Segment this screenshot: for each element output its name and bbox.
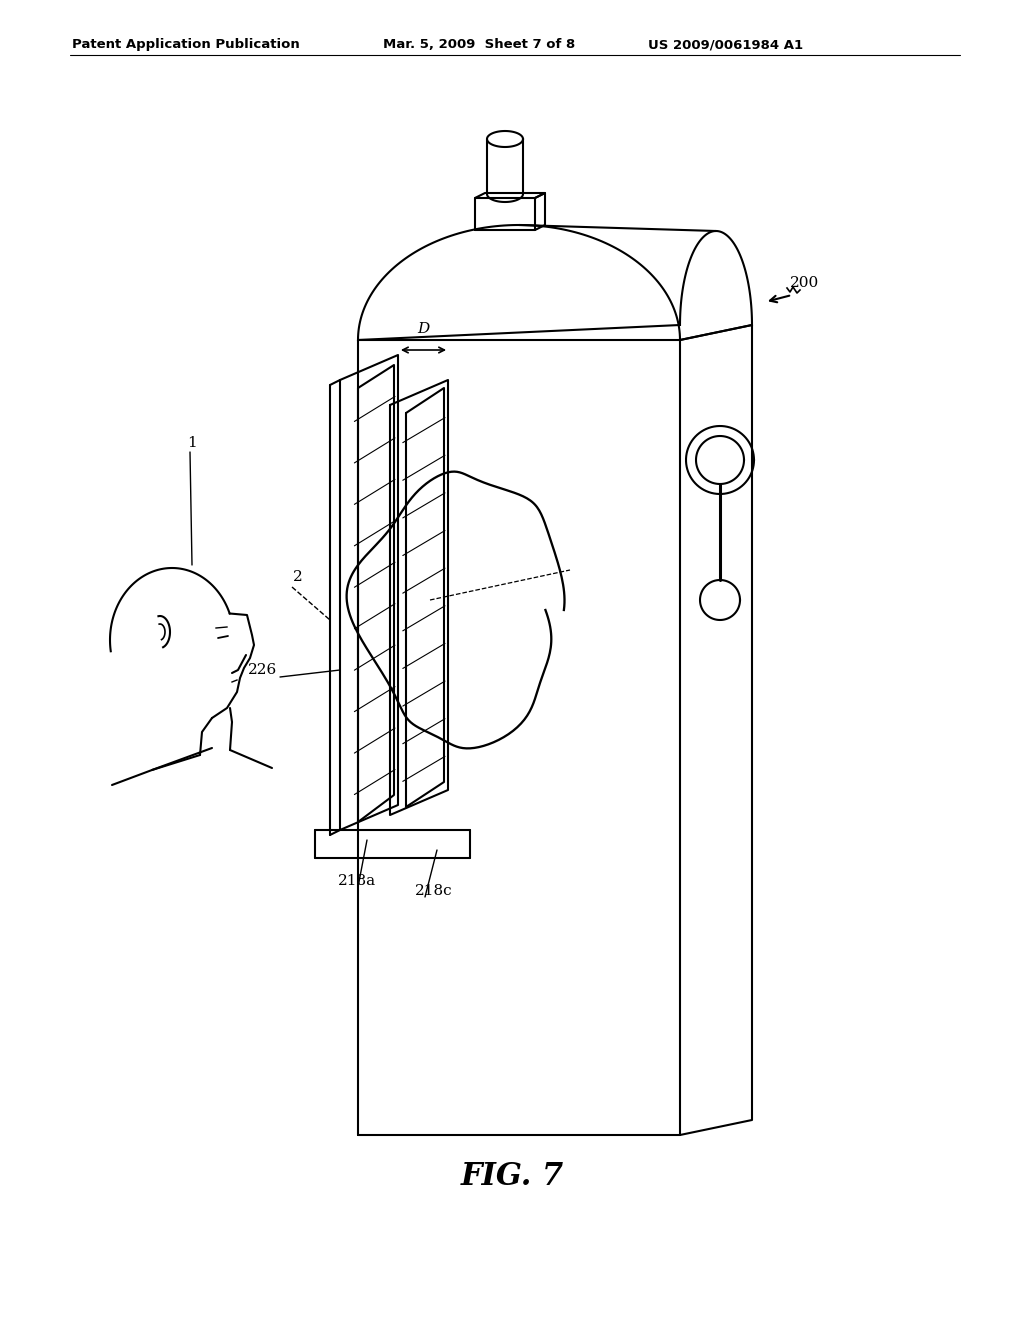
Text: Mar. 5, 2009  Sheet 7 of 8: Mar. 5, 2009 Sheet 7 of 8 [383,38,575,51]
Text: D: D [418,322,430,337]
Text: 200: 200 [790,276,819,290]
Text: Patent Application Publication: Patent Application Publication [72,38,300,51]
Text: 1: 1 [187,436,197,450]
Text: 218a: 218a [338,874,376,888]
Text: 2: 2 [293,570,303,583]
Text: FIG. 7: FIG. 7 [461,1162,563,1192]
Text: US 2009/0061984 A1: US 2009/0061984 A1 [648,38,803,51]
Text: 226: 226 [248,663,278,677]
Text: 218c: 218c [415,884,453,898]
